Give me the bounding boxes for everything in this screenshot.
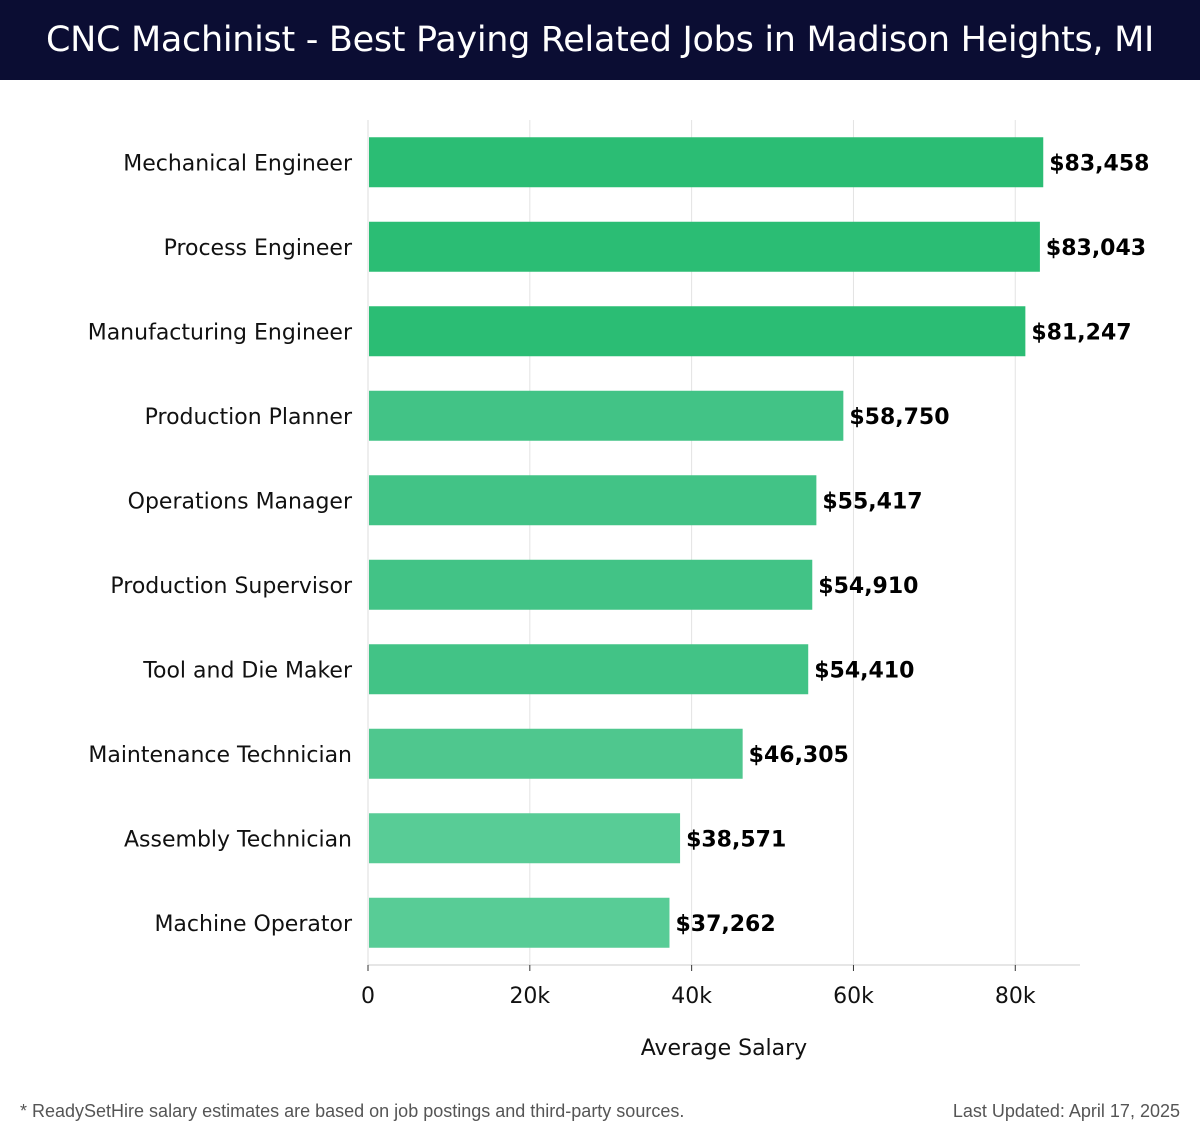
category-label-0: Mechanical Engineer: [123, 151, 353, 176]
x-tick-label-1: 20k: [509, 984, 550, 1009]
bar-2: [369, 306, 1026, 357]
bar-1: [369, 221, 1040, 272]
category-label-7: Maintenance Technician: [88, 743, 352, 768]
footer-note: * ReadySetHire salary estimates are base…: [20, 1101, 685, 1121]
value-label-7: $46,305: [749, 743, 849, 768]
x-tick-label-3: 60k: [833, 984, 874, 1009]
category-label-4: Operations Manager: [128, 489, 353, 514]
x-tick-label-2: 40k: [671, 984, 712, 1009]
bar-6: [369, 644, 809, 695]
category-label-6: Tool and Die Maker: [142, 658, 353, 683]
category-label-1: Process Engineer: [164, 236, 353, 261]
bar-7: [369, 728, 743, 779]
category-label-8: Assembly Technician: [124, 827, 352, 852]
value-label-8: $38,571: [686, 827, 786, 852]
bar-4: [369, 475, 817, 526]
x-tick-label-0: 0: [361, 984, 375, 1009]
category-label-3: Production Planner: [145, 405, 353, 430]
bar-5: [369, 559, 813, 610]
value-label-0: $83,458: [1049, 151, 1149, 176]
category-label-5: Production Supervisor: [110, 574, 353, 599]
bar-9: [369, 897, 670, 948]
value-label-1: $83,043: [1046, 236, 1146, 261]
value-label-5: $54,910: [818, 574, 918, 599]
value-label-9: $37,262: [675, 912, 775, 937]
value-label-3: $58,750: [849, 405, 949, 430]
value-label-4: $55,417: [822, 489, 922, 514]
bar-0: [369, 137, 1044, 188]
last-updated: Last Updated: April 17, 2025: [952, 1101, 1180, 1121]
x-axis-title: Average Salary: [641, 1036, 807, 1061]
bar-8: [369, 813, 681, 864]
chart-title: CNC Machinist - Best Paying Related Jobs…: [45, 20, 1155, 60]
category-label-9: Machine Operator: [154, 912, 353, 937]
category-label-2: Manufacturing Engineer: [88, 320, 353, 345]
chart-header: CNC Machinist - Best Paying Related Jobs…: [0, 0, 1200, 80]
x-tick-label-4: 80k: [995, 984, 1036, 1009]
bar-3: [369, 390, 844, 441]
value-label-2: $81,247: [1031, 320, 1131, 345]
salary-bar-chart: Mechanical Engineer $83,458 Process Engine…: [88, 120, 1149, 1061]
value-label-6: $54,410: [814, 658, 914, 683]
